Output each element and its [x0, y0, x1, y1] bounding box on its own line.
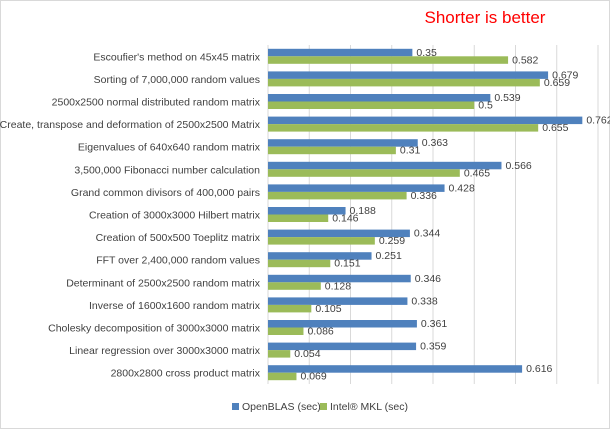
- data-label: 0.679: [552, 69, 578, 81]
- bar-openblas: [268, 229, 410, 238]
- category-label: Creation of 3000x3000 Hilbert matrix: [89, 210, 261, 222]
- bar-mkl: [268, 350, 291, 358]
- bar-mkl: [268, 146, 396, 155]
- bar-mkl: [268, 56, 509, 64]
- bar-mkl: [268, 214, 329, 222]
- data-label: 0.151: [334, 258, 360, 270]
- data-label: 0.346: [415, 273, 441, 285]
- bar-openblas: [268, 184, 445, 192]
- bar-openblas: [268, 320, 417, 328]
- data-label: 0.069: [300, 371, 326, 383]
- data-label: 0.338: [411, 295, 437, 307]
- data-label: 0.428: [449, 182, 475, 194]
- bar-mkl: [268, 101, 475, 109]
- data-label: 0.188: [350, 205, 376, 217]
- data-label: 0.336: [411, 190, 437, 202]
- bar-mkl: [268, 124, 539, 132]
- category-label: 2500x2500 normal distributed random matr…: [52, 97, 261, 109]
- category-label: Inverse of 1600x1600 random matrix: [89, 300, 261, 312]
- data-label: 0.659: [544, 77, 570, 89]
- category-label: Linear regression over 3000x3000 matrix: [69, 345, 261, 357]
- category-label: Sorting of 7,000,000 random values: [94, 74, 260, 86]
- data-label: 0.344: [414, 228, 440, 240]
- bar-openblas: [268, 365, 523, 373]
- bar-mkl: [268, 259, 331, 268]
- bar-openblas: [268, 116, 583, 125]
- bar-mkl: [268, 282, 321, 290]
- bar-openblas: [268, 252, 372, 260]
- data-label: 0.762: [586, 115, 610, 127]
- data-label: 0.616: [526, 363, 552, 375]
- data-label: 0.128: [325, 280, 351, 292]
- bar-mkl: [268, 327, 304, 335]
- bar-mkl: [268, 191, 407, 200]
- bar-mkl: [268, 372, 297, 381]
- category-label: Escoufier's method on 45x45 matrix: [93, 51, 260, 63]
- data-label: 0.359: [420, 341, 446, 353]
- data-label: 0.146: [332, 213, 358, 225]
- data-label: 0.054: [294, 348, 320, 360]
- legend-label: Intel® MKL (sec): [330, 401, 408, 413]
- bar-mkl: [268, 304, 312, 313]
- bar-mkl: [268, 237, 375, 245]
- data-label: 0.086: [307, 326, 333, 338]
- bar-openblas: [268, 274, 411, 283]
- bar-mkl: [268, 169, 460, 177]
- bar-openblas: [268, 71, 549, 79]
- bar-openblas: [268, 297, 408, 305]
- data-label: 0.105: [315, 303, 341, 315]
- category-label: 3,500,000 Fibonacci number calculation: [74, 164, 260, 176]
- category-label: Creation of 500x500 Toeplitz matrix: [96, 232, 261, 244]
- data-label: 0.363: [422, 137, 448, 149]
- category-label: Cholesky decomposition of 3000x3000 matr…: [48, 323, 261, 335]
- data-label: 0.259: [379, 235, 405, 247]
- data-label: 0.582: [512, 54, 538, 66]
- legend-swatch: [232, 403, 239, 410]
- data-label: 0.5: [478, 100, 493, 112]
- chart-title: Shorter is better: [424, 8, 546, 27]
- category-label: Determinant of 2500x2500 random matrix: [66, 277, 261, 289]
- category-label: FFT over 2,400,000 random values: [96, 255, 260, 267]
- data-label: 0.251: [376, 250, 402, 262]
- bar-openblas: [268, 94, 491, 102]
- data-label: 0.361: [421, 318, 447, 330]
- bar-openblas: [268, 342, 417, 351]
- category-label: Create, transpose and deformation of 250…: [0, 119, 261, 131]
- data-label: 0.566: [505, 160, 531, 172]
- data-label: 0.465: [464, 167, 490, 179]
- data-label: 0.35: [416, 47, 437, 59]
- legend-label: OpenBLAS (sec): [242, 401, 321, 413]
- bar-openblas: [268, 207, 346, 215]
- data-label: 0.655: [542, 122, 568, 134]
- bar-mkl: [268, 78, 540, 87]
- data-label: 0.31: [400, 145, 421, 157]
- bar-openblas: [268, 161, 502, 170]
- bar-openblas: [268, 48, 413, 57]
- data-label: 0.539: [494, 92, 520, 104]
- category-label: 2800x2800 cross product matrix: [111, 368, 261, 380]
- category-label: Grand common divisors of 400,000 pairs: [71, 187, 260, 199]
- legend-swatch: [320, 403, 327, 410]
- bar-openblas: [268, 139, 418, 147]
- category-label: Eigenvalues of 640x640 random matrix: [78, 142, 261, 154]
